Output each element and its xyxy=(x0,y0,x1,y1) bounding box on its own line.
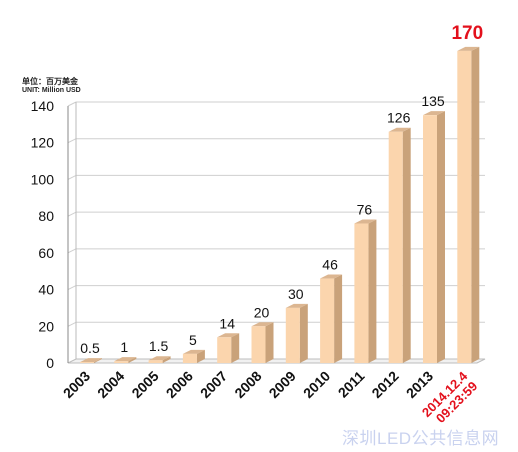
bar-top xyxy=(251,322,274,327)
bar-top xyxy=(388,127,411,132)
gridline-diagonal xyxy=(67,174,77,180)
bar-side xyxy=(402,127,411,363)
bar-top xyxy=(423,111,445,116)
bar-side xyxy=(94,358,102,363)
data-label: 0.5 xyxy=(80,340,100,356)
data-label: 170 xyxy=(451,23,483,44)
x-tick-label: 2012 xyxy=(368,368,401,401)
bar-top xyxy=(182,349,205,354)
y-tick-label: 60 xyxy=(38,245,54,261)
bar xyxy=(114,361,129,363)
y-tick-label: 0 xyxy=(46,355,54,371)
bar-top xyxy=(285,303,308,308)
gridline-diagonal xyxy=(67,248,77,254)
bar xyxy=(354,223,369,363)
bar-side xyxy=(299,303,308,363)
y-tick-label: 80 xyxy=(38,208,54,224)
bar-top xyxy=(354,219,377,224)
bar-top xyxy=(457,46,480,51)
bar-top xyxy=(114,357,137,362)
bar-top xyxy=(80,358,102,363)
bar-side xyxy=(368,219,377,363)
watermark: 深圳LED公共信息网 xyxy=(342,429,500,448)
gridline-diagonal xyxy=(67,321,77,327)
data-label: 1 xyxy=(120,339,128,355)
data-label: 135 xyxy=(421,93,445,109)
y-tick-label: 40 xyxy=(38,282,54,298)
bar xyxy=(217,337,232,363)
gridline-diagonal xyxy=(67,211,77,217)
bar xyxy=(457,50,472,364)
bar xyxy=(320,278,335,363)
y-tick-label: 100 xyxy=(31,171,55,187)
bar-side xyxy=(437,111,445,363)
bar xyxy=(182,353,197,363)
bar xyxy=(80,362,94,363)
data-label: 46 xyxy=(322,257,338,273)
data-label: 14 xyxy=(219,315,235,331)
x-tick-label: 2004 xyxy=(94,368,127,401)
bar-top xyxy=(148,356,171,361)
x-tick-label: 2010 xyxy=(300,368,333,401)
data-label: 76 xyxy=(357,201,373,217)
bar-top xyxy=(217,333,240,338)
x-tick-label: 2005 xyxy=(128,368,161,401)
x-tick-label: 2006 xyxy=(163,368,196,401)
bar-side xyxy=(471,46,480,364)
gridline-diagonal xyxy=(67,138,77,144)
bar xyxy=(388,131,403,363)
bar xyxy=(285,307,300,363)
x-tick-label: 2007 xyxy=(197,368,230,401)
bar-side xyxy=(196,349,205,363)
y-tick-label: 140 xyxy=(31,98,55,114)
x-tick-label: 2003 xyxy=(60,368,93,401)
chart-floor xyxy=(67,358,486,364)
bar-side xyxy=(334,274,343,363)
bar-side xyxy=(231,333,240,363)
gridline-diagonal xyxy=(67,101,77,107)
bar-side xyxy=(265,322,274,363)
y-tick-label: 120 xyxy=(31,135,55,151)
y-tick-label: 20 xyxy=(38,318,54,334)
bar-side xyxy=(162,356,171,363)
data-label: 20 xyxy=(254,304,270,320)
bar-top xyxy=(320,274,343,279)
x-tick-label: 2008 xyxy=(231,368,264,401)
unit-label-cn: 单位：百万美金 xyxy=(22,77,78,86)
data-label: 5 xyxy=(189,332,197,348)
bar xyxy=(423,115,437,363)
unit-label-en: UNIT: Million USD xyxy=(22,87,81,94)
data-label: 1.5 xyxy=(149,338,169,354)
bar xyxy=(148,360,163,363)
bar xyxy=(251,326,266,363)
x-tick-label: 2009 xyxy=(266,368,299,401)
x-tick-label: 2011 xyxy=(335,368,368,401)
data-label: 30 xyxy=(288,286,304,302)
bar-side xyxy=(128,357,137,363)
data-label: 126 xyxy=(387,110,411,126)
gridline-diagonal xyxy=(67,285,77,291)
